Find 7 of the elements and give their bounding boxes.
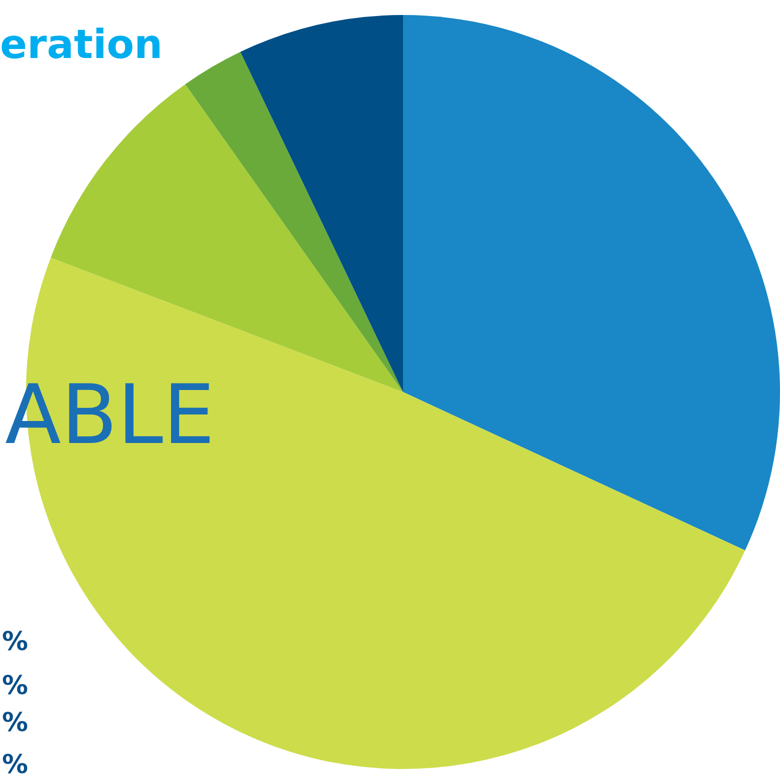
pie-slice	[240, 15, 403, 392]
text: %	[2, 627, 28, 657]
text: %	[2, 750, 28, 780]
pie-slice	[403, 15, 780, 550]
chart-title: eration	[0, 22, 163, 68]
text: %	[2, 708, 28, 738]
text: %	[2, 671, 28, 701]
